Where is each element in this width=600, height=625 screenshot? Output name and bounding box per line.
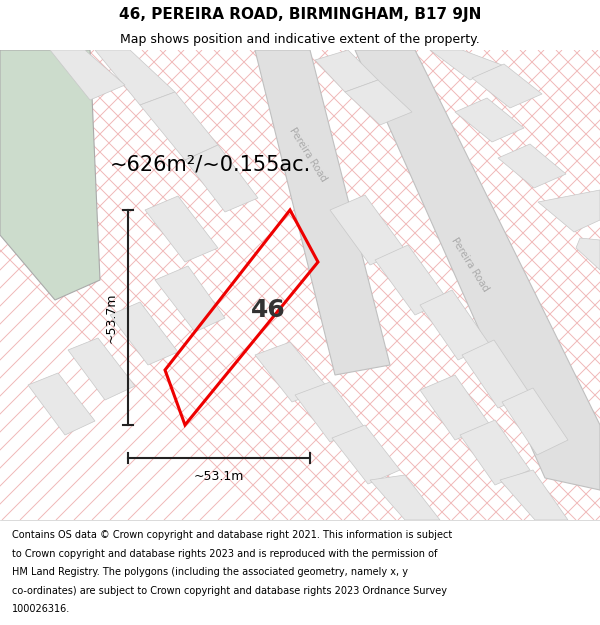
- Polygon shape: [460, 420, 530, 485]
- Text: 46, PEREIRA ROAD, BIRMINGHAM, B17 9JN: 46, PEREIRA ROAD, BIRMINGHAM, B17 9JN: [119, 6, 481, 21]
- Polygon shape: [50, 50, 125, 100]
- Polygon shape: [345, 80, 412, 125]
- Polygon shape: [576, 238, 600, 270]
- Polygon shape: [255, 342, 328, 402]
- Polygon shape: [498, 144, 566, 188]
- Text: to Crown copyright and database rights 2023 and is reproduced with the permissio: to Crown copyright and database rights 2…: [12, 549, 437, 559]
- Polygon shape: [430, 50, 502, 80]
- Polygon shape: [28, 373, 95, 435]
- Polygon shape: [145, 196, 218, 262]
- Text: Contains OS data © Crown copyright and database right 2021. This information is : Contains OS data © Crown copyright and d…: [12, 531, 452, 541]
- Text: ~53.1m: ~53.1m: [194, 469, 244, 482]
- Text: HM Land Registry. The polygons (including the associated geometry, namely x, y: HM Land Registry. The polygons (includin…: [12, 568, 408, 578]
- Text: Map shows position and indicative extent of the property.: Map shows position and indicative extent…: [120, 34, 480, 46]
- Polygon shape: [155, 266, 225, 332]
- Polygon shape: [472, 64, 542, 108]
- Text: 100026316.: 100026316.: [12, 604, 70, 614]
- Polygon shape: [420, 375, 490, 440]
- Polygon shape: [255, 50, 390, 375]
- Polygon shape: [332, 425, 400, 484]
- Polygon shape: [95, 50, 175, 105]
- Polygon shape: [330, 195, 405, 265]
- Polygon shape: [185, 145, 258, 212]
- Polygon shape: [420, 290, 490, 360]
- Polygon shape: [355, 50, 600, 490]
- Polygon shape: [375, 245, 448, 315]
- Polygon shape: [370, 475, 440, 520]
- Polygon shape: [140, 92, 218, 160]
- Polygon shape: [295, 382, 365, 442]
- Polygon shape: [462, 340, 530, 408]
- Text: co-ordinates) are subject to Crown copyright and database rights 2023 Ordnance S: co-ordinates) are subject to Crown copyr…: [12, 586, 447, 596]
- Polygon shape: [500, 470, 568, 520]
- Text: ~626m²/~0.155ac.: ~626m²/~0.155ac.: [109, 155, 311, 175]
- Polygon shape: [110, 302, 178, 365]
- Polygon shape: [538, 190, 600, 232]
- Text: ~53.7m: ~53.7m: [104, 292, 118, 342]
- Polygon shape: [502, 388, 568, 455]
- Polygon shape: [0, 50, 100, 300]
- Polygon shape: [68, 338, 135, 400]
- Polygon shape: [315, 50, 378, 92]
- Text: Pereira Road: Pereira Road: [449, 236, 491, 294]
- Text: Pereira Road: Pereira Road: [287, 126, 329, 184]
- Text: 46: 46: [251, 298, 286, 322]
- Polygon shape: [455, 98, 524, 142]
